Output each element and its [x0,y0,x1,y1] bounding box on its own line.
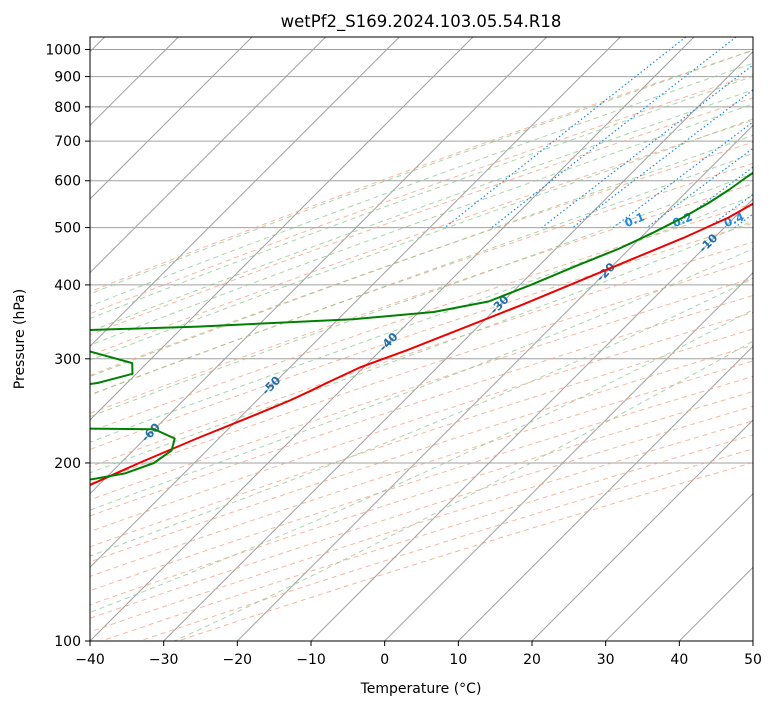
dry-adiabat-line [90,49,753,293]
isotherm-line [457,345,753,641]
isobar-lines [90,49,753,641]
x-tick-label: 20 [523,652,541,668]
isotherm-line [678,566,753,641]
y-tick-label: 600 [54,174,81,190]
mixing-ratio-line [572,89,753,229]
isotherm-line [90,37,621,569]
dry-adiabat-line [90,183,753,414]
moist-adiabat-line [90,49,753,295]
x-tick-label: 50 [744,652,762,668]
moist-adiabat-lines [90,49,753,641]
isotherm-line [163,50,753,641]
x-tick-label: 40 [670,652,688,668]
x-tick-label: −10 [296,652,326,668]
y-tick-label: 100 [54,634,81,650]
isotherm-line [605,492,753,641]
isotherm-line [90,37,400,348]
dry-adiabat-line [90,241,753,468]
x-tick-label: −20 [223,652,253,668]
moist-adiabat-line [90,62,753,307]
mixing-ratio-label: 0.6 [751,210,775,231]
y-axis-label: Pressure (hPa) [12,289,28,389]
moist-adiabat-line [90,309,753,613]
y-tick-label: 1000 [45,43,81,59]
isotherm-line [90,37,327,274]
y-tick-label: 500 [54,221,81,237]
y-tick-label: 800 [54,100,81,116]
moist-adiabat-line [90,118,753,361]
dry-adiabat-line [90,97,753,336]
dry-adiabat-line [90,391,753,606]
isotherm-line [236,124,753,641]
x-tick-label: 10 [449,652,467,668]
y-tick-label: 900 [54,70,81,86]
moist-adiabat-line [90,152,753,396]
y-tick-label: 300 [54,352,81,368]
background-lines [90,37,753,641]
dry-adiabat-line [177,461,753,641]
isotherm-line [531,419,753,641]
x-tick-label: −30 [149,652,179,668]
dry-adiabat-line [101,434,753,641]
y-axis: 1000 900 800 700 600 500 400 300 200 100 [45,43,90,650]
mixing-ratio-line [671,166,753,229]
dry-adiabat-line [90,375,753,592]
mixing-ratio-line [707,193,753,229]
y-tick-label: 200 [54,456,81,472]
dry-adiabat-line [90,344,753,563]
dry-adiabat-line [90,203,753,433]
data-series [90,171,753,487]
x-axis-label: Temperature (°C) [360,681,482,697]
dry-adiabat-line [90,294,753,517]
y-tick-label: 700 [54,134,81,150]
x-tick-label: −40 [75,652,105,668]
dry-adiabat-line [90,328,753,548]
mixing-ratio-line [612,121,753,229]
dry-adiabat-line [90,162,753,396]
wet-bulb-label: -70 [19,466,44,491]
moist-adiabat-line [90,277,753,557]
dry-adiabat-line [90,73,753,315]
x-tick-label: 0 [380,652,389,668]
chart-title: wetPf2_S169.2024.103.05.54.R18 [281,12,562,32]
isotherm-line [384,271,753,641]
x-axis: −40 −30 −20 −10 0 10 20 30 40 50 [75,641,762,668]
isotherm-line [90,37,474,421]
mixing-ratio-line [541,64,753,229]
moist-adiabat-line [90,247,753,511]
temperature-line [90,202,753,487]
moist-adiabat-line [90,172,753,418]
plot-area: 0.10.20.40.611.52346810131620253036-100-… [19,37,775,641]
isotherm-lines [90,37,753,641]
moist-adiabat-line [90,75,753,320]
isotherm-line [90,37,695,641]
y-tick-label: 400 [54,278,81,294]
moist-adiabat-line [90,89,753,333]
x-tick-label: 30 [597,652,615,668]
isotherm-line [90,37,548,495]
mixing-ratio-lines [444,37,753,229]
mixing-ratio-line [734,213,753,229]
isotherm-line [90,37,253,200]
dry-adiabat-lines [90,49,753,641]
isotherm-line [752,640,753,641]
dewpoint-line [90,171,753,481]
plot-frame [89,36,754,642]
